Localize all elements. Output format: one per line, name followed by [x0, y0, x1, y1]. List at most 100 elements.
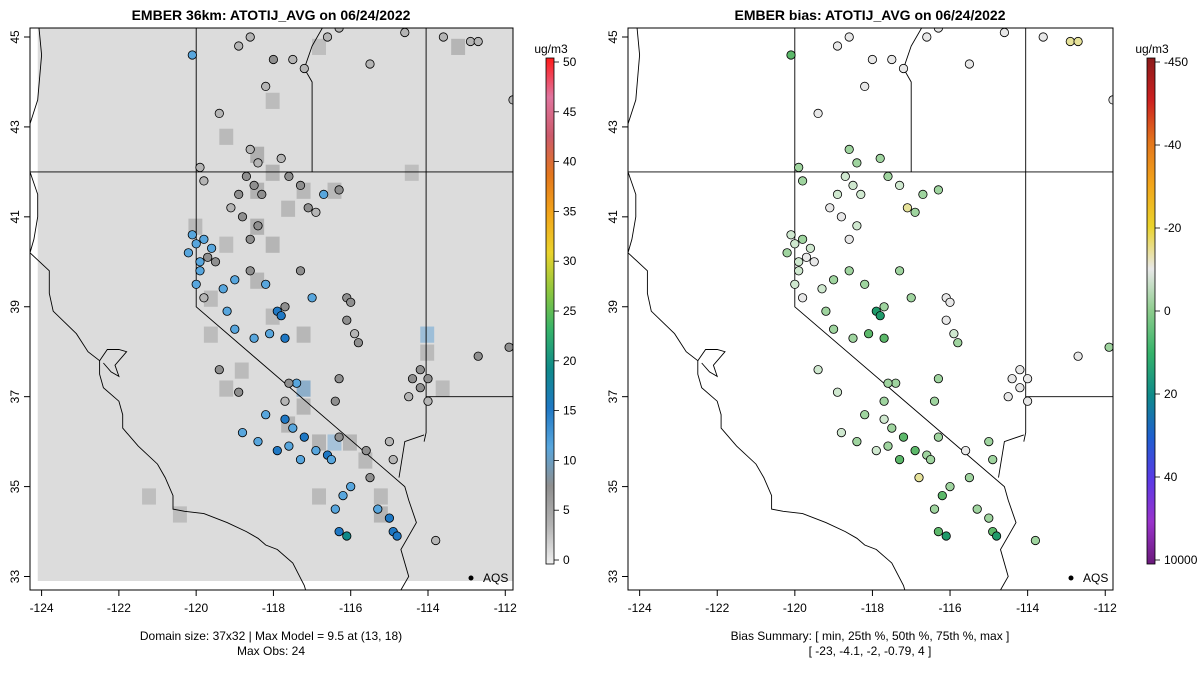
site-marker[interactable]	[1022, 374, 1033, 384]
site-marker[interactable]	[365, 59, 375, 69]
site-marker[interactable]	[1030, 535, 1041, 546]
site-marker[interactable]	[299, 432, 309, 442]
site-marker[interactable]	[307, 293, 317, 303]
site-marker[interactable]	[1038, 32, 1048, 42]
site-marker[interactable]	[288, 54, 298, 65]
site-marker[interactable]	[988, 454, 998, 465]
site-marker[interactable]	[852, 221, 862, 231]
site-marker[interactable]	[257, 189, 267, 199]
site-marker[interactable]	[914, 472, 924, 483]
site-marker[interactable]	[361, 445, 371, 456]
site-marker[interactable]	[415, 365, 425, 375]
site-marker[interactable]	[867, 54, 878, 65]
site-marker[interactable]	[264, 329, 275, 339]
site-marker[interactable]	[295, 266, 306, 276]
site-marker[interactable]	[949, 329, 959, 339]
site-marker[interactable]	[349, 329, 360, 339]
site-marker[interactable]	[852, 436, 862, 447]
site-marker[interactable]	[887, 54, 897, 65]
site-marker[interactable]	[438, 32, 448, 42]
site-marker[interactable]	[230, 324, 240, 334]
site-marker[interactable]	[832, 387, 843, 397]
site-marker[interactable]	[797, 293, 808, 303]
site-marker[interactable]	[241, 171, 251, 181]
site-marker[interactable]	[933, 185, 944, 195]
site-marker[interactable]	[991, 531, 1002, 541]
site-marker[interactable]	[999, 28, 1009, 38]
site-marker[interactable]	[906, 293, 916, 303]
site-marker[interactable]	[330, 504, 340, 514]
site-marker[interactable]	[407, 374, 418, 384]
site-marker[interactable]	[272, 445, 282, 456]
site-marker[interactable]	[199, 234, 209, 244]
site-marker[interactable]	[918, 189, 928, 199]
site-marker[interactable]	[902, 203, 913, 213]
site-marker[interactable]	[910, 207, 920, 217]
site-marker[interactable]	[860, 410, 870, 420]
site-marker[interactable]	[245, 266, 255, 276]
site-marker[interactable]	[848, 333, 858, 343]
site-marker[interactable]	[226, 203, 236, 213]
site-marker[interactable]	[883, 171, 893, 181]
site-marker[interactable]	[237, 427, 248, 438]
site-marker[interactable]	[191, 239, 201, 249]
site-marker[interactable]	[222, 306, 232, 316]
site-marker[interactable]	[384, 513, 394, 523]
site-marker[interactable]	[284, 441, 294, 451]
site-marker[interactable]	[891, 378, 901, 388]
site-marker[interactable]	[299, 63, 309, 74]
site-marker[interactable]	[268, 54, 278, 65]
site-marker[interactable]	[801, 252, 812, 262]
site-marker[interactable]	[465, 36, 476, 47]
site-marker[interactable]	[860, 279, 870, 289]
site-marker[interactable]	[953, 338, 963, 348]
site-marker[interactable]	[311, 445, 321, 456]
site-marker[interactable]	[933, 432, 944, 442]
site-marker[interactable]	[230, 275, 240, 285]
site-marker[interactable]	[941, 315, 951, 325]
site-marker[interactable]	[218, 284, 228, 294]
site-marker[interactable]	[860, 81, 870, 92]
site-marker[interactable]	[291, 378, 302, 388]
site-marker[interactable]	[253, 436, 263, 447]
site-marker[interactable]	[813, 365, 823, 375]
site-marker[interactable]	[195, 162, 205, 172]
site-marker[interactable]	[844, 32, 854, 42]
site-marker[interactable]	[334, 432, 344, 442]
site-marker[interactable]	[786, 230, 796, 240]
site-marker[interactable]	[373, 504, 383, 514]
site-marker[interactable]	[1104, 342, 1113, 352]
site-marker[interactable]	[871, 445, 881, 456]
site-marker[interactable]	[284, 171, 294, 181]
site-marker[interactable]	[1073, 351, 1083, 361]
site-marker[interactable]	[295, 454, 306, 465]
site-marker[interactable]	[879, 396, 889, 406]
site-marker[interactable]	[195, 266, 205, 276]
site-marker[interactable]	[1022, 396, 1033, 406]
site-marker[interactable]	[894, 266, 905, 276]
site-marker[interactable]	[790, 239, 800, 249]
site-marker[interactable]	[207, 243, 217, 253]
site-marker[interactable]	[280, 414, 290, 424]
site-marker[interactable]	[338, 490, 348, 501]
site-marker[interactable]	[199, 293, 209, 303]
site-marker[interactable]	[473, 351, 483, 361]
site-marker[interactable]	[319, 189, 329, 199]
site-marker[interactable]	[840, 171, 850, 181]
site-marker[interactable]	[423, 396, 433, 406]
site-marker[interactable]	[933, 374, 944, 384]
site-marker[interactable]	[280, 302, 290, 312]
site-marker[interactable]	[945, 297, 955, 307]
site-marker[interactable]	[786, 50, 796, 60]
site-marker[interactable]	[365, 472, 375, 483]
site-marker[interactable]	[960, 445, 971, 456]
site-marker[interactable]	[875, 311, 885, 321]
site-marker[interactable]	[311, 207, 321, 217]
site-marker[interactable]	[295, 180, 306, 190]
site-marker[interactable]	[844, 234, 854, 244]
site-marker[interactable]	[504, 342, 513, 352]
site-marker[interactable]	[922, 32, 932, 42]
site-marker[interactable]	[1065, 36, 1075, 47]
site-marker[interactable]	[797, 176, 808, 186]
site-marker[interactable]	[245, 234, 255, 244]
